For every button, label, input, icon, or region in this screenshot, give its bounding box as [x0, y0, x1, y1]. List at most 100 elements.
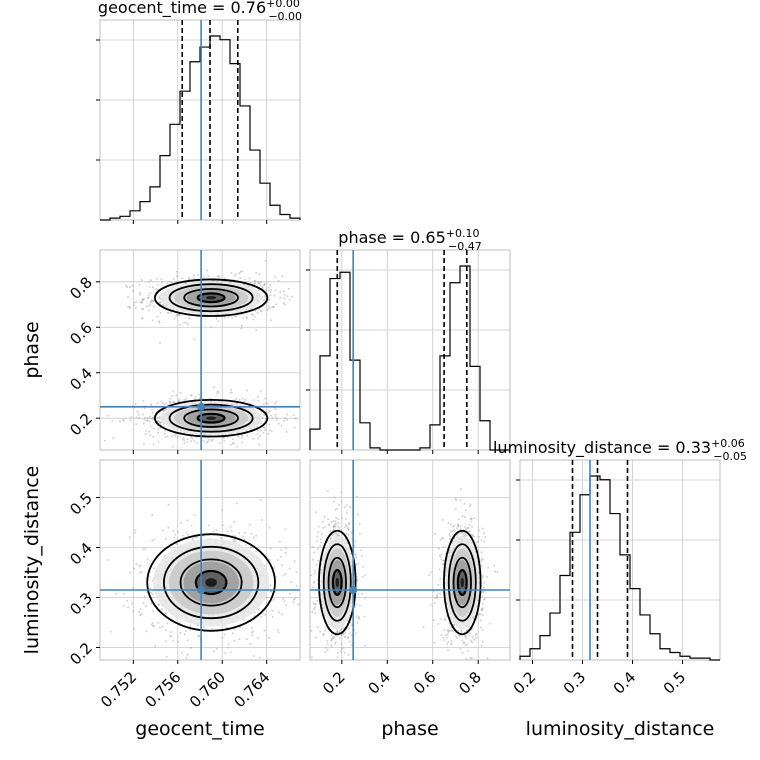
- sample-point: [178, 313, 181, 316]
- sample-point: [285, 430, 288, 433]
- x-tick-label: 0.752: [97, 668, 140, 711]
- sample-point: [245, 638, 248, 641]
- sample-point: [243, 400, 245, 403]
- sample-point: [272, 305, 275, 308]
- sample-point: [470, 639, 473, 642]
- sample-point: [434, 597, 437, 599]
- sample-point: [358, 617, 361, 620]
- sample-point: [273, 294, 276, 297]
- sample-point: [147, 304, 150, 307]
- sample-point: [166, 282, 168, 285]
- sample-point: [354, 603, 357, 606]
- sample-point: [470, 525, 473, 528]
- sample-point: [266, 403, 269, 405]
- sample-point: [152, 299, 155, 302]
- sample-point: [259, 309, 262, 312]
- sample-point: [166, 435, 169, 438]
- panel-title: geocent_time = 0.76+0.00 −0.00: [98, 0, 302, 23]
- sample-point: [480, 560, 482, 563]
- hist-panel-luminosity_distance: luminosity_distance = 0.33+0.06 −0.05: [493, 437, 747, 664]
- sample-point: [269, 284, 272, 287]
- sample-point: [240, 324, 243, 327]
- sample-point: [283, 419, 286, 422]
- sample-point: [123, 419, 126, 422]
- sample-point: [251, 627, 253, 630]
- sample-point: [141, 299, 144, 301]
- sample-point: [321, 526, 324, 529]
- sample-point: [355, 615, 358, 618]
- sample-point: [332, 520, 335, 523]
- sample-point: [231, 442, 234, 444]
- sample-point: [250, 313, 253, 316]
- sample-point: [478, 612, 481, 615]
- contour-line: [168, 283, 254, 313]
- sample-point: [313, 569, 316, 572]
- sample-point: [469, 503, 472, 506]
- sample-point: [481, 614, 484, 616]
- sample-point: [475, 637, 477, 640]
- sample-point: [274, 289, 277, 292]
- sample-point: [139, 293, 141, 296]
- sample-point: [481, 602, 484, 605]
- sample-point: [480, 644, 483, 647]
- sample-point: [475, 632, 478, 635]
- sample-point: [439, 538, 442, 541]
- sample-point: [133, 627, 135, 630]
- sample-point: [274, 303, 277, 306]
- sample-point: [271, 609, 274, 612]
- sample-point: [356, 621, 359, 624]
- sample-point: [463, 635, 466, 638]
- sample-point: [158, 320, 161, 323]
- sample-point: [139, 614, 142, 617]
- sample-point: [434, 532, 437, 535]
- sample-point: [469, 657, 472, 660]
- sample-point: [176, 313, 179, 316]
- sample-point: [346, 525, 349, 528]
- sample-point: [465, 637, 468, 640]
- sample-point: [353, 545, 356, 548]
- sample-point: [253, 655, 255, 657]
- sample-point: [265, 402, 268, 405]
- sample-point: [463, 641, 466, 644]
- sample-point: [207, 275, 210, 278]
- sample-point: [211, 438, 214, 441]
- y-tick-label: 0.8: [66, 273, 96, 303]
- sample-point: [278, 540, 281, 543]
- sample-point: [240, 327, 243, 330]
- sample-point: [313, 608, 316, 611]
- sample-point: [236, 445, 239, 448]
- sample-point: [190, 394, 192, 397]
- sample-point: [241, 397, 244, 400]
- sample-point: [215, 529, 218, 531]
- sample-point: [463, 502, 466, 505]
- sample-point: [139, 564, 142, 567]
- sample-point: [152, 435, 155, 438]
- sample-point: [144, 605, 147, 608]
- sample-point: [144, 433, 147, 435]
- sample-point: [126, 286, 129, 289]
- sample-point: [185, 321, 188, 324]
- sample-point: [174, 434, 177, 437]
- sample-point: [360, 555, 363, 558]
- sample-point: [285, 547, 288, 550]
- sample-point: [358, 616, 361, 618]
- title-base: geocent_time = 0.76: [98, 0, 266, 18]
- sample-point: [340, 491, 343, 494]
- sample-point: [207, 524, 210, 527]
- sample-point: [289, 581, 292, 584]
- sample-point: [268, 429, 271, 432]
- sample-point: [269, 319, 272, 322]
- sample-point: [150, 300, 153, 303]
- sample-point: [164, 537, 167, 540]
- sample-point: [244, 544, 247, 547]
- sample-point: [176, 531, 179, 533]
- sample-point: [150, 299, 153, 302]
- sample-point: [151, 623, 153, 626]
- sample-point: [286, 419, 288, 421]
- sample-point: [238, 398, 241, 401]
- sample-point: [329, 530, 332, 532]
- sample-point: [268, 423, 271, 426]
- sample-point: [455, 527, 458, 530]
- sample-point: [270, 430, 273, 433]
- sample-point: [149, 303, 152, 306]
